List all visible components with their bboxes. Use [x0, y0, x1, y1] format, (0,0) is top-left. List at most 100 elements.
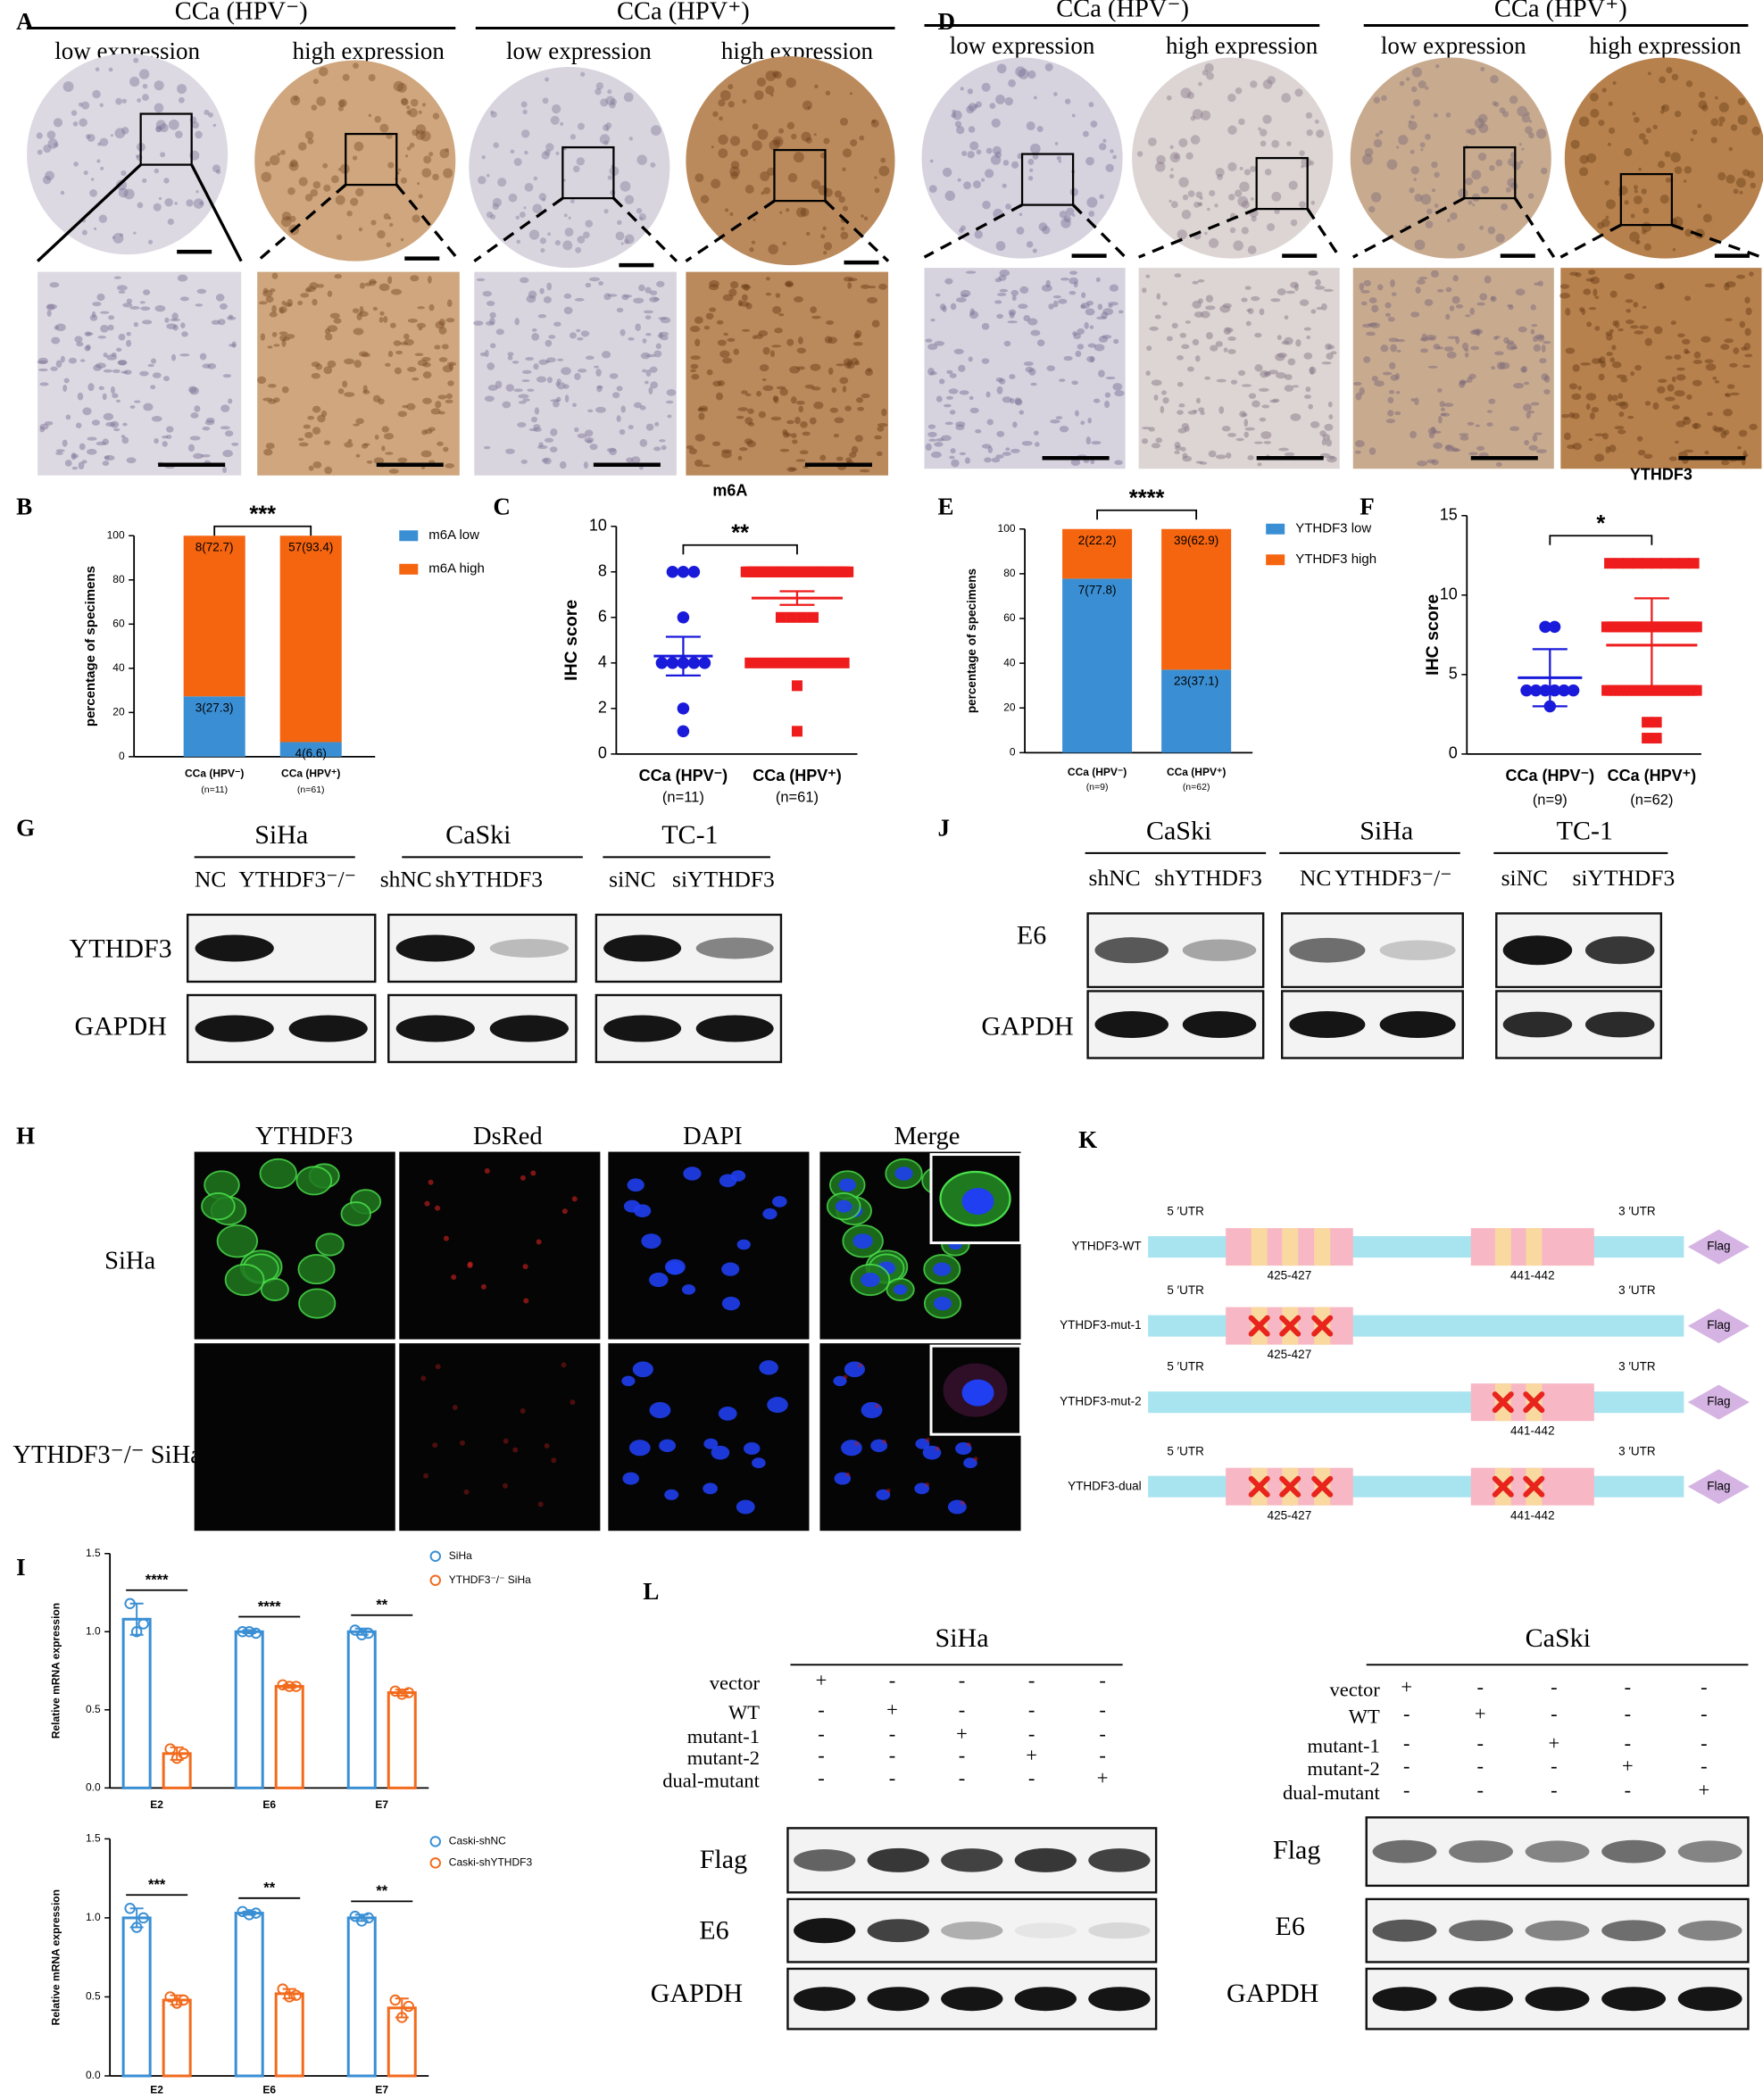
tissue-texture: [1002, 160, 1010, 166]
cell-nucleus: [1080, 420, 1085, 426]
data-point: [1669, 558, 1681, 569]
tissue-texture: [1190, 135, 1201, 145]
blot-band: [794, 1848, 856, 1872]
cell-nucleus: [117, 285, 128, 291]
tissue-texture: [337, 105, 344, 112]
cell-nucleus: [271, 304, 277, 313]
cell-nucleus: [690, 363, 699, 369]
tissue-texture: [960, 87, 964, 91]
tissue-texture: [1250, 80, 1258, 88]
bar: [387, 1691, 417, 1789]
tissue-texture: [859, 135, 865, 141]
cell-nucleus: [530, 416, 538, 423]
cell-nucleus: [1606, 333, 1613, 341]
cell-nucleus: [55, 449, 65, 452]
cell-nucleus: [151, 416, 162, 422]
tissue-texture: [1728, 146, 1734, 152]
cell-nucleus: [601, 351, 611, 359]
legend-marker: [429, 1574, 442, 1586]
cell-nucleus: [1210, 344, 1218, 352]
cell-nucleus: [1739, 320, 1746, 328]
cell-nucleus: [102, 438, 109, 445]
tissue-texture: [813, 133, 817, 137]
cell-nucleus: [323, 440, 331, 445]
blot-frame: [1086, 912, 1265, 989]
tissue-texture: [158, 196, 162, 201]
tissue-texture: [346, 211, 353, 217]
tissue-texture: [1305, 112, 1313, 120]
cell-nucleus: [495, 328, 504, 336]
cell-nucleus: [563, 384, 570, 389]
cell-nucleus: [810, 306, 818, 314]
tissue-texture: [1489, 164, 1495, 171]
cell-nucleus: [1019, 286, 1029, 294]
data-point: [687, 566, 701, 578]
tissue-texture: [1481, 186, 1489, 195]
tissue-texture: [1267, 76, 1276, 85]
cell-nucleus: [1260, 369, 1269, 378]
channel-label: DAPI: [683, 1123, 743, 1150]
tissue-texture: [1186, 91, 1194, 99]
tissue-texture: [36, 132, 43, 139]
tissue-texture: [290, 163, 295, 168]
tissue-texture: [942, 167, 952, 178]
tissue-texture: [323, 184, 331, 192]
bar: [346, 1630, 377, 1789]
tissue-texture: [133, 231, 137, 235]
tissue-texture: [1589, 92, 1599, 102]
bar-segment: [183, 535, 245, 697]
cell-nucleus: [1310, 309, 1317, 314]
cell-nucleus: [1561, 413, 1570, 419]
data-point: [677, 702, 690, 715]
cell-nucleus: [833, 1375, 847, 1387]
blot-band: [1182, 1010, 1257, 1038]
zoom-line: [612, 196, 678, 262]
tissue-texture: [1670, 152, 1681, 163]
cell-nucleus: [996, 386, 1003, 394]
cell-nucleus: [1735, 274, 1746, 279]
treatment-sign: -: [1625, 1702, 1632, 1724]
cell-nucleus: [845, 457, 852, 463]
tissue-texture: [1178, 177, 1189, 187]
condition-label: mutant-1: [687, 1725, 760, 1747]
tissue-texture: [1375, 132, 1380, 137]
cell-nucleus: [654, 421, 660, 427]
condition-label: vector: [1330, 1678, 1381, 1700]
tissue-texture: [1181, 210, 1192, 220]
cell-nucleus: [344, 392, 355, 397]
zoom-box: [1619, 172, 1674, 227]
lane-label: siYTHDF3: [1572, 865, 1675, 891]
cell-nucleus: [267, 384, 277, 388]
cell-nucleus: [1310, 367, 1315, 375]
tissue-texture: [532, 203, 543, 214]
cell-nucleus: [1585, 403, 1591, 411]
cell-nucleus: [162, 435, 169, 439]
dsred-signal: [467, 1263, 473, 1269]
treatment-sign: -: [1551, 1755, 1558, 1777]
cell-nucleus: [1303, 327, 1311, 331]
data-point: [1529, 684, 1543, 697]
tissue-texture: [562, 240, 573, 251]
treatment-sign: +: [1699, 1779, 1710, 1801]
cell-nucleus: [586, 439, 593, 444]
cell-nucleus: [1420, 348, 1428, 353]
dsred-signal: [536, 1239, 542, 1245]
tissue-texture: [1739, 190, 1743, 195]
tissue-texture: [963, 181, 972, 190]
tissue-texture: [1479, 225, 1484, 230]
panel-label: A: [16, 8, 34, 35]
cell-nucleus: [1583, 288, 1592, 295]
dsred-signal: [443, 1235, 449, 1241]
tissue-texture: [312, 180, 321, 189]
tissue-texture: [842, 148, 852, 158]
cell-nucleus: [1069, 270, 1077, 275]
tissue-texture: [744, 185, 754, 194]
cell-nucleus: [388, 469, 399, 474]
tissue-texture: [973, 104, 978, 109]
bar: [234, 1912, 264, 2078]
tissue-texture: [730, 171, 739, 180]
tissue-texture: [751, 240, 756, 245]
treatment-sign: -: [1701, 1731, 1708, 1754]
condition-label: high expression: [293, 37, 445, 64]
tissue-texture: [155, 120, 166, 130]
